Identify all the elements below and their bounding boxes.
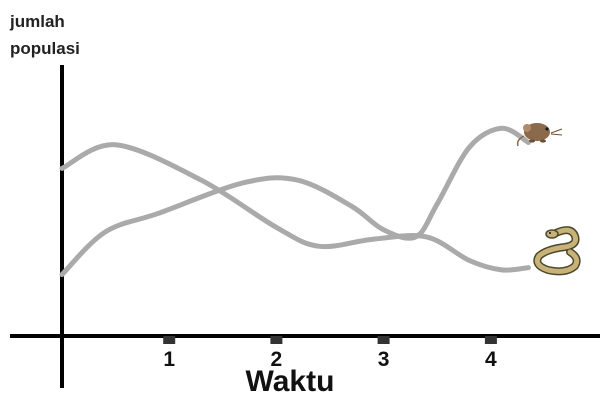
y-axis-label-line-2: populasi bbox=[10, 39, 80, 58]
x-tick-label-1: 1 bbox=[163, 348, 175, 371]
series-line-snake bbox=[59, 142, 531, 273]
mouse-icon bbox=[516, 123, 563, 147]
x-tick-layer: 1 2 3 4 bbox=[163, 336, 497, 371]
x-tick-label-3: 3 bbox=[378, 348, 390, 371]
x-tick-mark-2 bbox=[270, 336, 283, 344]
x-tick-label-2: 2 bbox=[271, 348, 283, 371]
x-tick-label-4: 4 bbox=[485, 348, 497, 371]
snake-icon bbox=[533, 226, 581, 276]
x-tick-mark-3 bbox=[377, 336, 390, 344]
series-line-mouse bbox=[59, 125, 531, 278]
y-axis-label-line-1: jumlah bbox=[9, 12, 65, 31]
x-axis-label: Waktu bbox=[246, 365, 335, 393]
x-tick-mark-1 bbox=[163, 336, 176, 344]
x-tick-mark-4 bbox=[484, 336, 497, 344]
series-layer bbox=[59, 125, 531, 278]
